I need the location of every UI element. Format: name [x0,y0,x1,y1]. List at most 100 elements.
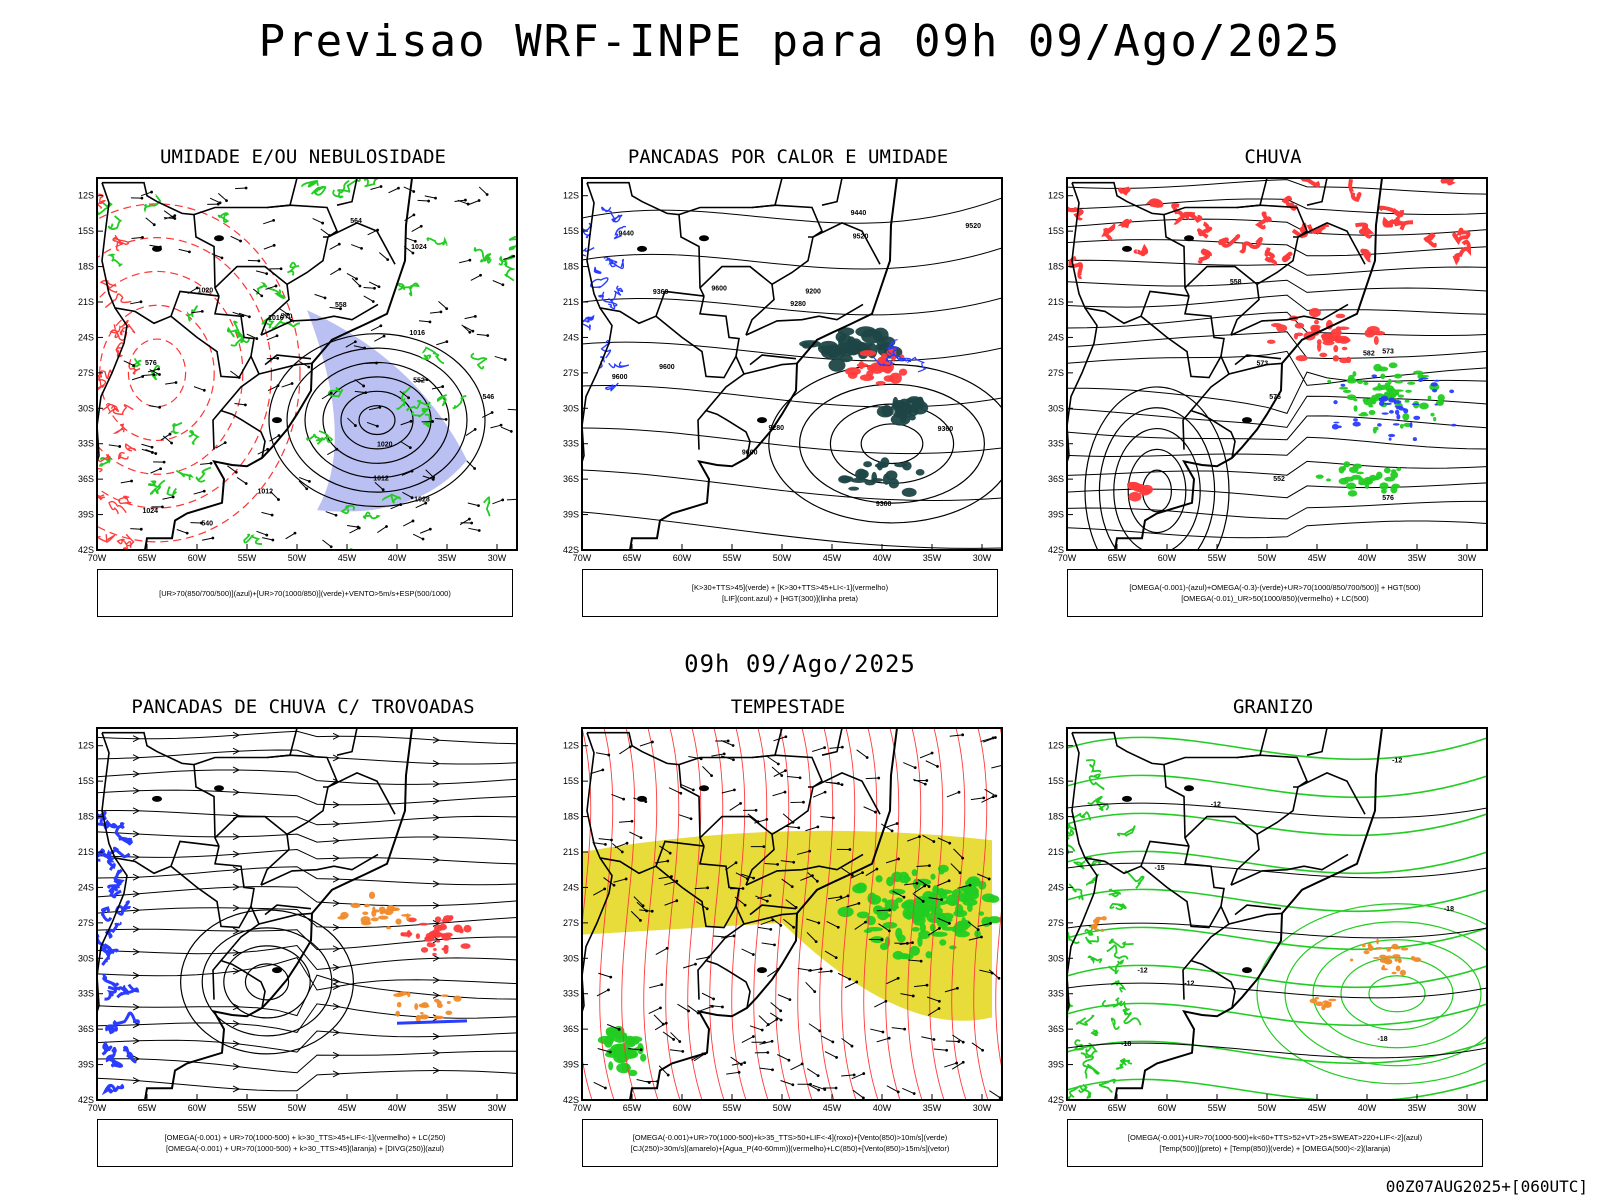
humidity-green-contour [406,400,431,412]
wind-vector-head [427,199,431,203]
wind-vector-head [947,879,951,883]
border [1184,295,1236,459]
rain-red-area [1264,247,1278,266]
streamline-arrow [132,1003,141,1011]
wind-vector-head [499,423,503,427]
heat-green-area [802,342,811,349]
wind-vector-head [468,330,472,334]
lc850-red-contour [907,728,923,1100]
rain-red-area [1276,324,1288,333]
hgt500-contour [1113,427,1201,550]
wind-vector-head [890,829,894,833]
wind-vector [702,766,712,776]
contour-label: -18 [1378,1036,1388,1043]
lif-blue-contour [601,206,616,221]
wind-vector [945,1040,959,1043]
wind-vector [648,1007,661,1014]
lon-tick-label: 45W [338,1103,357,1113]
wind-vector [767,756,779,765]
wind-vector [500,426,512,432]
wind-vector-head [834,1086,838,1090]
wind-green-area [884,899,899,910]
wind-vector [478,186,488,195]
wind-vector-head [840,783,844,787]
border [751,178,783,209]
wind-vector-head [308,479,311,483]
wind-vector-head [239,239,242,243]
wind-vector [425,469,434,478]
wind-vector-head [307,365,311,369]
lon-tick-label: 40W [873,553,892,563]
lat-tick-label: 36S [563,1024,579,1034]
lat-tick-label: 42S [1048,545,1064,555]
wind-vector-head [1003,764,1006,767]
wind-vector-head [937,1007,941,1010]
lon-tick-label: 45W [1308,1103,1327,1113]
wind-vector [785,825,799,829]
border [745,303,864,336]
contour-label: -12 [1184,981,1194,988]
lat-tick-label: 27S [1048,368,1064,378]
rain-red-area [1239,236,1263,254]
storm-orange-area [396,1001,402,1008]
wind-vector-head [961,733,965,737]
lake [272,967,282,974]
streamline-arrow [432,856,441,864]
hgt300-contour [582,427,1002,455]
wind-vector [347,417,356,426]
contour-label: 552 [1273,476,1285,483]
wind-vector-head [790,885,794,889]
wind-green-area [897,953,911,960]
wind-vector-head [355,277,358,281]
rain-blue-area [1392,423,1400,426]
wind-vector [353,345,365,349]
wind-vector [422,475,434,480]
wind-vector [639,741,653,747]
wind-vector [821,1035,834,1043]
wind-vector-head [788,998,792,1002]
heat-green-area [885,470,898,481]
wind-vector-head [921,899,925,903]
wind-vector-head [816,1074,820,1078]
omega-orange-area [1090,923,1098,930]
wind-green-area [954,921,969,932]
lake [757,967,767,974]
thickness-red-contour [99,279,118,293]
streamline-arrow [432,902,441,909]
wind-vector-head [200,309,204,313]
heat-green-area [888,478,900,489]
legend-line: [OMEGA(-0.001) + UR>70(1000-500) + k>30_… [165,1144,445,1153]
border [582,857,613,1016]
wind-vector [919,752,933,759]
contour-label: 9200 [805,289,821,296]
wind-vector-head [477,504,480,508]
omega-orange-area [1395,965,1401,972]
wind-vector-head [815,879,819,883]
rain-green-area [1375,471,1383,480]
wind-vector-head [679,791,683,795]
temp850-green-contour [1084,1063,1100,1079]
wind-vector-head [994,794,998,798]
streamline-arrow [332,983,341,990]
rain-red-area [1295,355,1308,362]
wind-green-area [895,897,903,903]
wind-vector [322,539,332,548]
rain-red-area [1171,202,1186,225]
wind-vector-head [477,199,481,202]
lat-tick-label: 30S [1048,403,1064,413]
wind-vector-head [940,898,943,902]
wind-vector [913,885,925,894]
wind-vector [731,1062,745,1066]
wind-vector-head [776,762,780,766]
streamline-arrow [432,833,441,841]
wind-vector-head [473,314,477,318]
wind-vector-head [371,300,375,303]
contour-label: 558 [1230,279,1242,286]
wind-vector [232,311,244,317]
wind-green-area [608,1061,614,1071]
wind-vector [878,923,890,932]
contour-label: 582 [1363,350,1375,357]
wind-vector-head [375,361,378,365]
wind-vector [354,379,364,387]
wind-vector-head [694,962,697,966]
